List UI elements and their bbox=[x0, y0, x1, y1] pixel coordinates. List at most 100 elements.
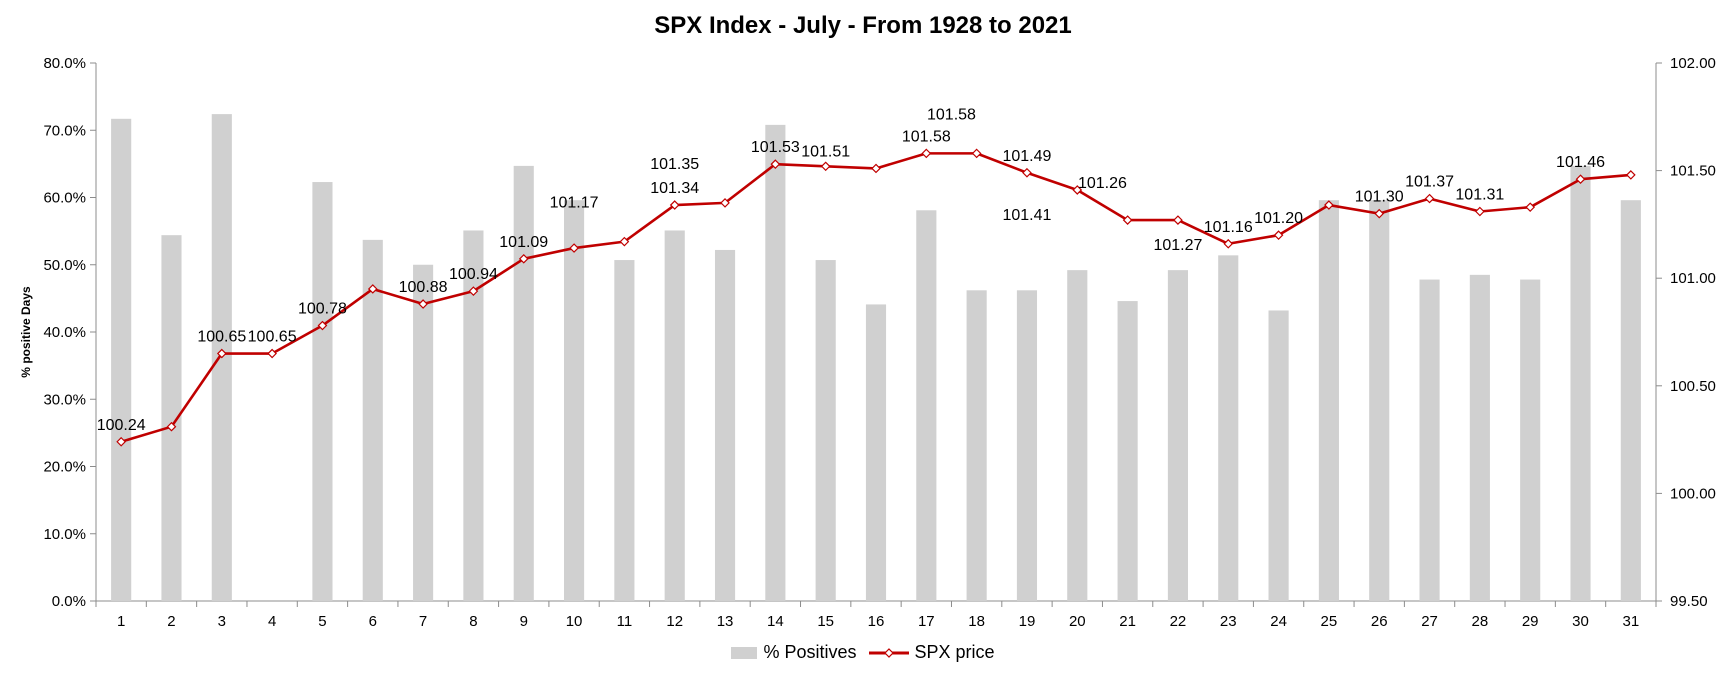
right-tick-label: 99.50 bbox=[1670, 593, 1708, 610]
x-tick-label: 19 bbox=[1019, 613, 1036, 630]
bar bbox=[916, 210, 937, 601]
data-label: 101.09 bbox=[499, 234, 548, 251]
data-label: 100.94 bbox=[449, 266, 498, 283]
x-tick-label: 18 bbox=[968, 613, 985, 630]
bar bbox=[1369, 200, 1390, 601]
right-tick-label: 101.50 bbox=[1670, 163, 1716, 180]
legend-label-spx: SPX price bbox=[914, 642, 995, 662]
x-tick-label: 1 bbox=[117, 613, 125, 630]
right-tick-label: 102.00 bbox=[1670, 55, 1716, 72]
bar bbox=[564, 200, 585, 601]
x-tick-label: 14 bbox=[767, 613, 784, 630]
spx-price-marker bbox=[820, 161, 831, 172]
legend-label-positives: % Positives bbox=[763, 642, 857, 662]
bar bbox=[1318, 200, 1339, 601]
left-tick-label: 30.0% bbox=[43, 391, 86, 408]
data-label: 101.49 bbox=[1002, 148, 1051, 165]
bar bbox=[312, 182, 333, 601]
right-tick-label: 100.00 bbox=[1670, 485, 1716, 502]
bar bbox=[1067, 270, 1088, 601]
left-tick-label: 50.0% bbox=[43, 257, 86, 274]
spx-price-marker bbox=[1072, 185, 1083, 195]
left-tick-label: 70.0% bbox=[43, 122, 86, 139]
right-tick-label: 101.00 bbox=[1670, 270, 1716, 287]
bar bbox=[1268, 310, 1289, 601]
x-tick-label: 2 bbox=[167, 613, 175, 630]
bar bbox=[1520, 279, 1541, 601]
spx-price-marker bbox=[468, 286, 479, 296]
x-tick-label: 24 bbox=[1270, 613, 1287, 630]
data-label: 101.37 bbox=[1405, 174, 1454, 191]
x-tick-label: 5 bbox=[318, 613, 326, 630]
data-label: 101.16 bbox=[1204, 219, 1253, 236]
spx-price-marker bbox=[1324, 200, 1334, 210]
left-tick-label: 20.0% bbox=[43, 459, 86, 476]
spx-price-marker bbox=[1022, 167, 1032, 178]
x-tick-label: 8 bbox=[469, 613, 477, 630]
spx-price-marker bbox=[216, 348, 227, 359]
spx-price-marker bbox=[971, 148, 982, 159]
data-label: 101.17 bbox=[550, 195, 599, 212]
chart-title: SPX Index - July - From 1928 to 2021 bbox=[654, 12, 1072, 39]
bar bbox=[1419, 279, 1440, 601]
data-label: 101.26 bbox=[1078, 175, 1127, 192]
spx-price-marker bbox=[1525, 202, 1536, 213]
bar bbox=[1469, 274, 1490, 601]
x-tick-label: 27 bbox=[1421, 613, 1438, 630]
spx-price-marker bbox=[1575, 174, 1586, 185]
bar bbox=[966, 290, 987, 601]
bar bbox=[1117, 301, 1138, 601]
spx-price-marker bbox=[1122, 215, 1133, 225]
data-label: 100.88 bbox=[399, 279, 448, 296]
x-tick-label: 6 bbox=[369, 613, 377, 630]
data-label: 101.20 bbox=[1254, 210, 1303, 227]
y-axis-label: % positive Days bbox=[19, 286, 33, 378]
bar bbox=[714, 249, 736, 601]
data-label: 100.65 bbox=[197, 329, 246, 346]
spx-price-marker bbox=[770, 159, 781, 169]
data-label: 100.65 bbox=[248, 329, 297, 346]
data-label: 100.24 bbox=[97, 417, 146, 434]
data-label: 101.41 bbox=[1002, 207, 1051, 224]
bar bbox=[111, 118, 132, 601]
x-tick-label: 17 bbox=[918, 613, 935, 630]
bar bbox=[1016, 290, 1038, 601]
bar bbox=[1570, 165, 1591, 601]
spx-price-marker bbox=[1625, 170, 1636, 180]
bar bbox=[815, 260, 836, 601]
spx-price-marker bbox=[418, 299, 428, 309]
data-label: 100.78 bbox=[298, 301, 347, 318]
data-label: 101.53 bbox=[751, 139, 800, 156]
spx-price-marker bbox=[1374, 208, 1385, 219]
data-label: 101.30 bbox=[1355, 189, 1404, 206]
bar bbox=[161, 235, 182, 601]
x-tick-label: 20 bbox=[1069, 613, 1086, 630]
legend-swatch-bar bbox=[731, 646, 758, 659]
bar bbox=[614, 260, 635, 601]
x-tick-label: 25 bbox=[1321, 613, 1338, 630]
spx-price-marker bbox=[921, 148, 932, 159]
x-tick-label: 26 bbox=[1371, 613, 1388, 630]
spx-price-marker bbox=[116, 436, 127, 447]
bar bbox=[664, 230, 685, 601]
bar bbox=[513, 165, 534, 601]
left-tick-label: 40.0% bbox=[43, 324, 86, 341]
x-tick-label: 22 bbox=[1170, 613, 1187, 630]
x-tick-label: 15 bbox=[817, 613, 834, 630]
right-tick-label: 100.50 bbox=[1670, 378, 1716, 395]
x-tick-label: 10 bbox=[566, 613, 583, 630]
left-tick-label: 80.0% bbox=[43, 55, 86, 72]
spx-price-marker bbox=[317, 320, 328, 331]
spx-price-marker bbox=[871, 163, 881, 174]
x-tick-label: 21 bbox=[1119, 613, 1136, 630]
bar bbox=[865, 304, 887, 601]
data-label: 101.35 bbox=[650, 156, 699, 173]
x-tick-label: 13 bbox=[717, 613, 734, 630]
x-tick-label: 3 bbox=[218, 613, 226, 630]
data-label: 101.31 bbox=[1455, 186, 1504, 203]
spx-price-marker bbox=[720, 198, 730, 208]
spx-price-marker bbox=[569, 243, 579, 253]
x-tick-label: 7 bbox=[419, 613, 427, 630]
x-tick-label: 4 bbox=[268, 613, 276, 630]
bar bbox=[765, 124, 786, 602]
